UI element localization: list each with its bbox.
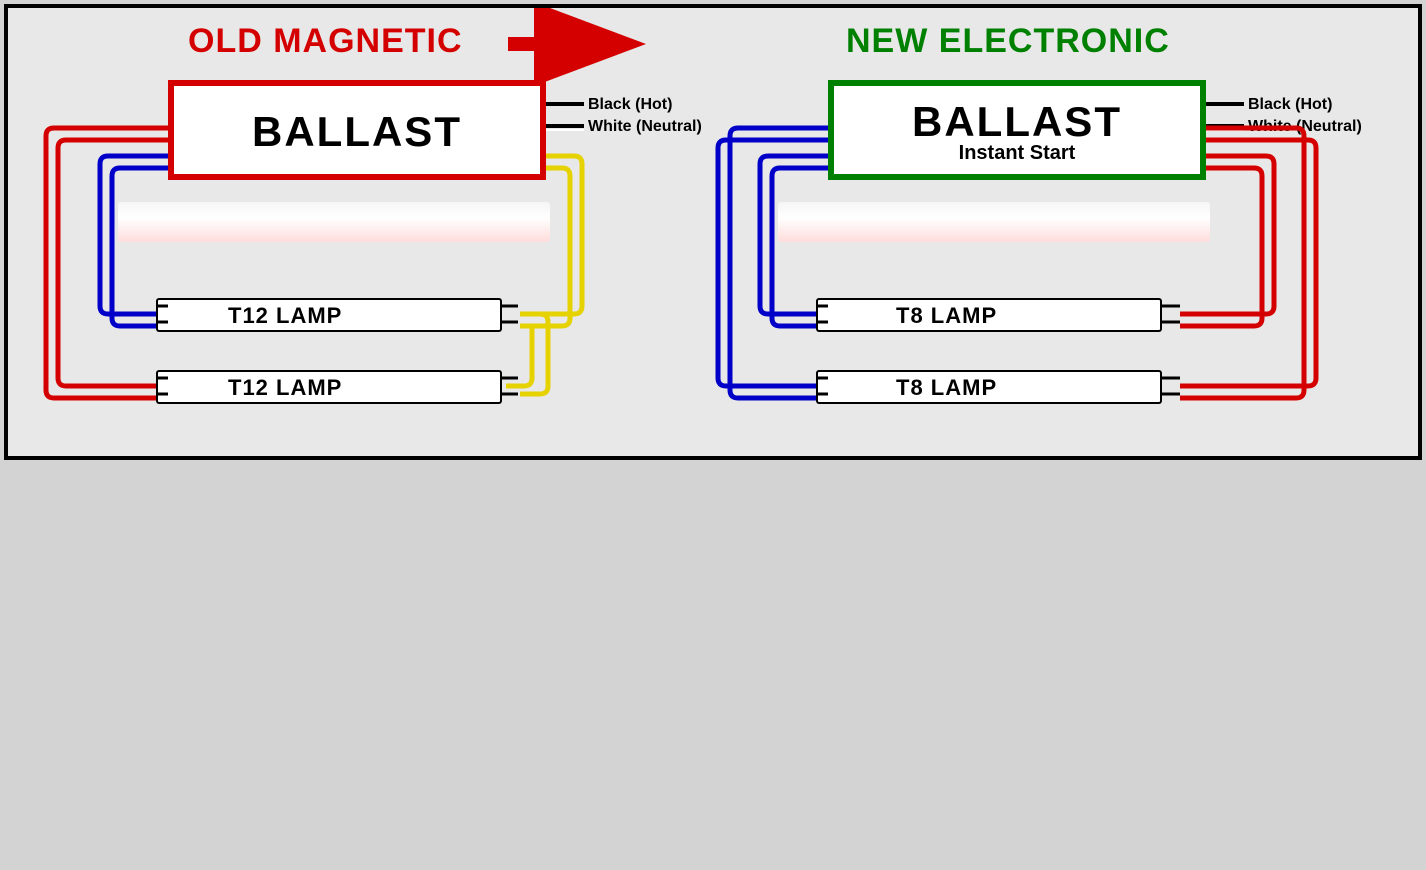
- right-reflector: [778, 202, 1210, 242]
- right-ballast: BALLAST Instant Start: [828, 80, 1206, 180]
- right-lamp-2: T8 LAMP: [816, 370, 1162, 404]
- right-lamp-1: T8 LAMP: [816, 298, 1162, 332]
- left-reflector: [118, 202, 550, 242]
- left-lamp-2: T12 LAMP: [156, 370, 502, 404]
- left-lamp-1-label: T12 LAMP: [228, 303, 342, 329]
- new-title: NEW ELECTRONIC: [846, 22, 1170, 61]
- diagram-panel: OLD MAGNETIC NEW ELECTRONIC BALLAST T12 …: [4, 4, 1422, 460]
- right-lamp-2-label: T8 LAMP: [896, 375, 997, 401]
- old-title: OLD MAGNETIC: [188, 22, 463, 61]
- canvas: OLD MAGNETIC NEW ELECTRONIC BALLAST T12 …: [0, 0, 1426, 870]
- left-lamp-1: T12 LAMP: [156, 298, 502, 332]
- right-white-label: White (Neutral): [1248, 118, 1362, 136]
- left-ballast-label: BALLAST: [174, 108, 540, 156]
- left-ballast: BALLAST: [168, 80, 546, 180]
- right-ballast-sub: Instant Start: [834, 142, 1200, 165]
- right-ballast-label: BALLAST: [834, 98, 1200, 146]
- left-lamp-2-label: T12 LAMP: [228, 375, 342, 401]
- left-white-label: White (Neutral): [588, 118, 702, 136]
- right-lamp-1-label: T8 LAMP: [896, 303, 997, 329]
- right-black-label: Black (Hot): [1248, 96, 1332, 114]
- left-black-label: Black (Hot): [588, 96, 672, 114]
